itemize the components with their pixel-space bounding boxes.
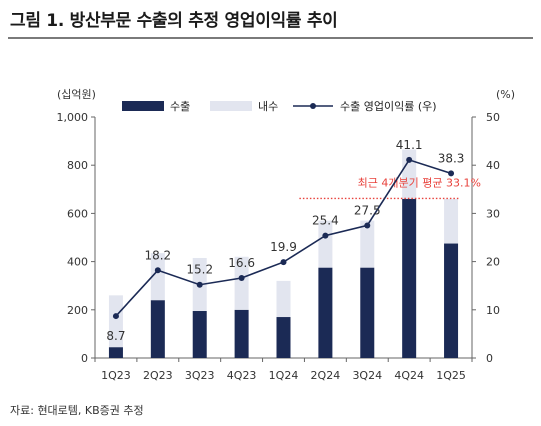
margin-data-label: 41.1 [396, 138, 423, 152]
legend-swatch-domestic [210, 101, 252, 111]
bar-export [192, 311, 207, 358]
legend-label-line: 수출 영업이익률 (우) [340, 100, 437, 113]
x-tick-label: 3Q23 [185, 369, 215, 382]
bar-export [402, 198, 417, 358]
x-tick-label: 4Q24 [394, 369, 424, 382]
bar-export [108, 347, 123, 358]
left-tick-label: 600 [67, 207, 88, 220]
bar-domestic [108, 295, 123, 348]
right-tick-label: 10 [486, 304, 500, 317]
x-tick-label: 1Q23 [101, 369, 131, 382]
margin-point [448, 170, 455, 177]
bar-domestic [360, 220, 375, 268]
source-note: 자료: 현대로템, KB증권 추정 [10, 404, 144, 417]
left-tick-label: 1,000 [57, 111, 89, 124]
x-tick-label: 2Q24 [311, 369, 341, 382]
bar-export [318, 267, 333, 358]
average-label: 최근 4개분기 평균 33.1% [358, 176, 481, 189]
margin-point [196, 281, 203, 288]
x-tick-label: 3Q24 [352, 369, 382, 382]
margin-point [238, 274, 245, 281]
margin-data-label: 25.4 [312, 214, 339, 228]
bar-domestic [150, 253, 165, 301]
right-axis-label: (%) [496, 88, 515, 101]
bar-domestic [276, 280, 291, 318]
right-tick-label: 30 [486, 207, 500, 220]
bar-domestic [318, 220, 333, 268]
bar-export [276, 317, 291, 358]
margin-data-label: 27.5 [354, 203, 381, 217]
left-tick-label: 800 [67, 159, 88, 172]
margin-point [154, 267, 161, 274]
margin-data-label: 16.6 [228, 256, 255, 270]
bar-export [234, 309, 249, 358]
legend-swatch-marker [310, 103, 316, 109]
bar-export [150, 300, 165, 358]
margin-point [112, 313, 119, 320]
bar-domestic [444, 198, 459, 244]
legend-label-domestic: 내수 [258, 100, 278, 113]
left-tick-label: 200 [67, 304, 88, 317]
margin-data-label: 19.9 [270, 240, 297, 254]
x-tick-label: 1Q25 [436, 369, 466, 382]
margin-point [406, 156, 413, 163]
bar-domestic [402, 149, 417, 199]
x-tick-label: 4Q23 [227, 369, 257, 382]
margin-data-label: 38.3 [438, 151, 465, 165]
left-axis-label: (십억원) [57, 88, 96, 101]
bar-domestic [234, 256, 249, 310]
right-tick-label: 50 [486, 111, 500, 124]
margin-point [364, 222, 371, 229]
margin-point [322, 232, 329, 239]
legend-swatch-export [122, 101, 164, 111]
figure-title: 그림 1. 방산부문 수출의 추정 영업이익률 추이 [10, 11, 338, 31]
right-tick-label: 40 [486, 159, 500, 172]
margin-point [280, 259, 287, 266]
margin-data-label: 8.7 [106, 329, 125, 343]
legend-label-export: 수출 [170, 100, 190, 113]
bar-export [444, 243, 459, 358]
margin-data-label: 18.2 [144, 248, 171, 262]
right-tick-label: 20 [486, 256, 500, 269]
right-tick-label: 0 [486, 352, 493, 365]
margin-data-label: 15.2 [186, 263, 213, 277]
x-tick-label: 2Q23 [143, 369, 173, 382]
title-rule [8, 37, 533, 39]
left-tick-label: 0 [81, 352, 88, 365]
x-tick-label: 1Q24 [269, 369, 299, 382]
left-tick-label: 400 [67, 256, 88, 269]
bar-export [360, 267, 375, 358]
